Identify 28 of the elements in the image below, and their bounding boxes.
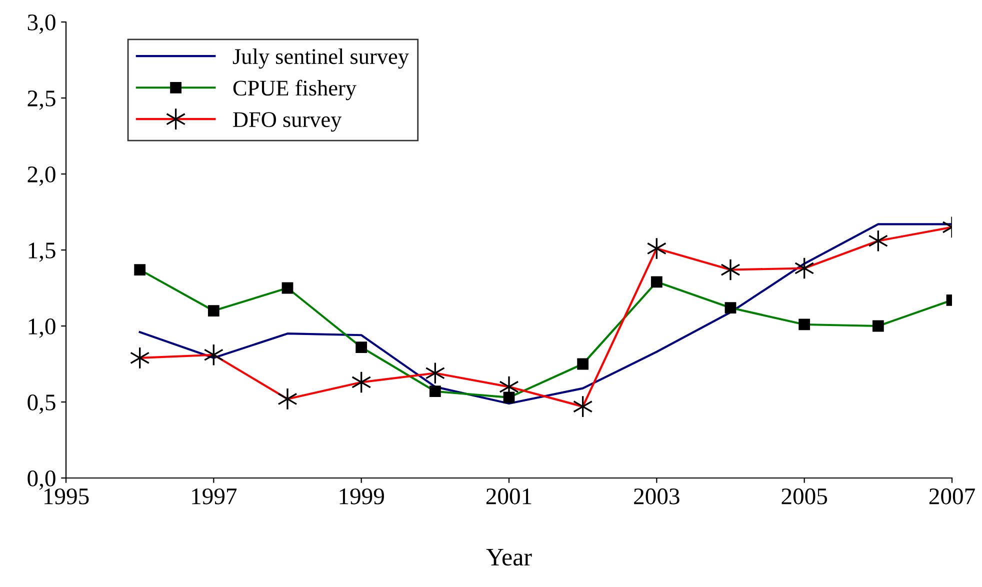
legend-label: DFO survey	[233, 112, 342, 132]
point	[720, 258, 740, 282]
y-tick-label: 0,0	[28, 470, 56, 490]
point	[646, 237, 667, 260]
x-tick-label: 2005	[782, 488, 828, 504]
point	[351, 370, 372, 394]
x-tick-label: 1997	[192, 488, 237, 504]
x-tick-label: 2001	[486, 488, 532, 504]
point	[204, 344, 224, 366]
point	[130, 346, 150, 370]
point	[794, 256, 814, 280]
y-tick-label: 1,5	[28, 242, 56, 262]
point	[868, 230, 888, 252]
legend-label: CPUE fishery	[233, 80, 356, 100]
x-tick-label: 2007	[929, 488, 975, 504]
point	[278, 388, 298, 410]
point	[572, 395, 593, 418]
y-tick-label: 0,5	[28, 394, 56, 414]
point	[425, 362, 446, 384]
y-tick-label: 1,0	[28, 318, 56, 338]
y-tick-label: 2,5	[28, 90, 56, 110]
x-tick-label: 1999	[340, 488, 384, 504]
x-tick-label: 2003	[634, 488, 680, 504]
y-tick-label: 3,0	[28, 14, 56, 34]
x-tick-label: 1995	[44, 488, 89, 504]
y-tick-label: 2,0	[28, 166, 56, 186]
legend-label: July sentinel survey	[232, 48, 409, 69]
x-axis-title: Year	[486, 549, 532, 566]
